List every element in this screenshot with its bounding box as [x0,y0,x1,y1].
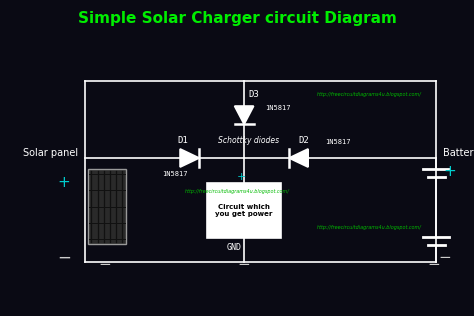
Text: −: − [428,257,440,271]
Text: GND: GND [227,243,242,252]
Text: −: − [238,257,250,271]
Text: +: + [58,175,70,190]
Text: −: − [98,257,110,271]
Text: 1N5817: 1N5817 [265,105,291,111]
Text: 1N5817: 1N5817 [163,171,188,177]
Polygon shape [289,149,308,167]
Text: −: − [438,250,451,265]
Text: http://freecircuitdiagrams4u.blogspot.com/: http://freecircuitdiagrams4u.blogspot.co… [184,189,290,194]
Text: D1: D1 [177,137,188,145]
Bar [207,183,281,238]
Text: Schottky diodes: Schottky diodes [219,137,279,145]
Bar [88,169,126,244]
Text: D3: D3 [249,90,260,99]
Text: Battery: Battery [443,149,474,159]
Text: 1N5817: 1N5817 [325,139,350,145]
Text: Solar panel: Solar panel [23,149,78,159]
Polygon shape [180,149,199,167]
Text: http://freecircuitdiagrams4u.blogspot.com/: http://freecircuitdiagrams4u.blogspot.co… [317,92,422,97]
Text: http://freecircuitdiagrams4u.blogspot.com/: http://freecircuitdiagrams4u.blogspot.co… [317,226,422,230]
Text: +: + [237,172,246,182]
Text: −: − [57,248,71,266]
Text: Simple Solar Charger circuit Diagram: Simple Solar Charger circuit Diagram [78,11,396,26]
Text: Circuit which
you get power: Circuit which you get power [215,204,273,217]
Text: +: + [443,164,456,179]
Polygon shape [235,106,254,124]
Text: D2: D2 [298,137,309,145]
